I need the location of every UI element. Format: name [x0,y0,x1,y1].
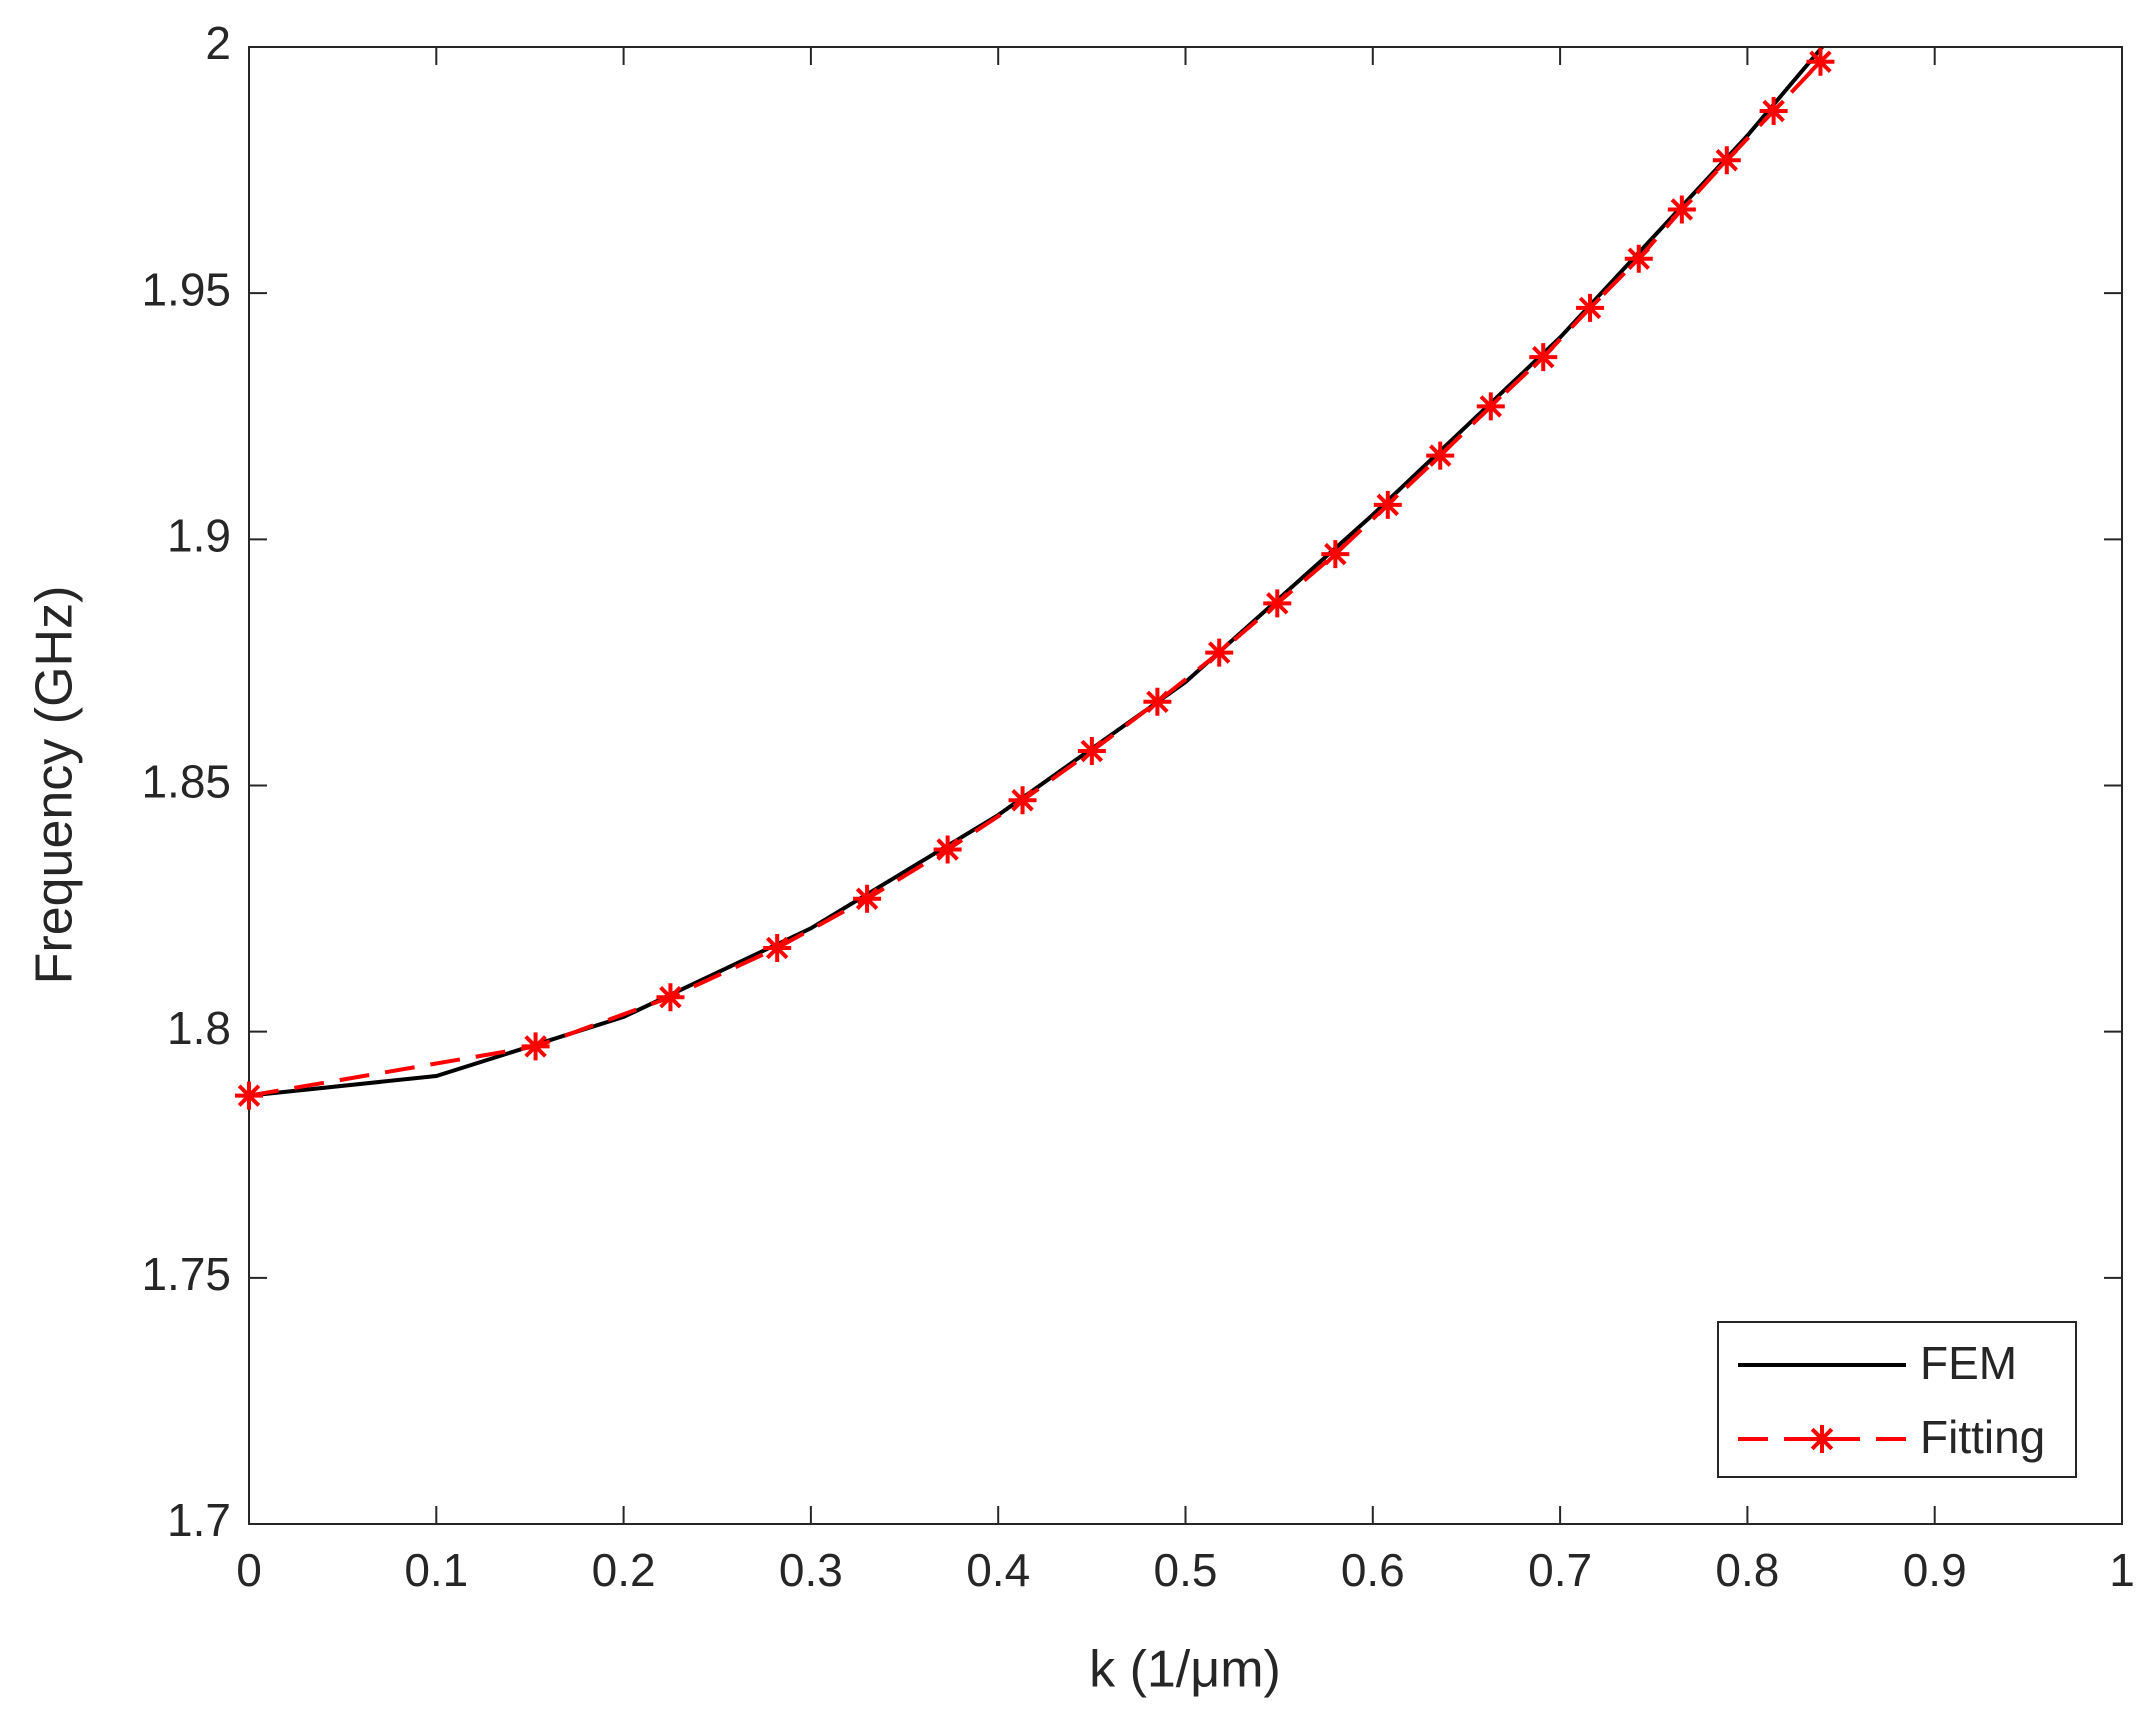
marker [1576,293,1605,322]
x-tick-label: 1 [2109,1544,2135,1596]
x-tick-label: 0.4 [966,1544,1030,1596]
x-tick-label: 0.5 [1154,1544,1218,1596]
legend-marker [1808,1425,1836,1453]
marker [1263,589,1292,618]
marker [1008,786,1037,815]
y-tick-label: 1.95 [141,263,231,315]
y-tick-label: 1.8 [167,1002,231,1054]
x-tick-label: 0.9 [1903,1544,1967,1596]
y-tick-label: 1.75 [141,1248,231,1300]
marker [1426,441,1455,470]
x-tick-label: 0.7 [1528,1544,1592,1596]
y-tick-label: 1.85 [141,756,231,808]
legend-label: FEM [1920,1337,2017,1389]
x-tick-label: 0.2 [592,1544,656,1596]
legend-label: Fitting [1920,1411,2045,1463]
marker [521,1032,550,1061]
marker [656,983,685,1012]
marker [933,835,962,864]
marker [1712,146,1741,175]
marker [1806,47,1835,76]
marker [1624,244,1653,273]
legend [1717,1321,2077,1478]
x-tick-label: 0.3 [779,1544,843,1596]
marker [1667,195,1696,224]
marker [1077,737,1106,766]
marker [1476,392,1505,421]
marker [1205,638,1234,667]
marker [763,933,792,962]
y-tick-label: 1.9 [167,509,231,561]
x-tick-label: 0.6 [1341,1544,1405,1596]
marker [853,884,882,913]
marker [1529,343,1558,372]
y-tick-label: 1.7 [167,1494,231,1546]
x-tick-label: 0 [236,1544,262,1596]
marker [1759,97,1788,126]
marker [1143,687,1172,716]
marker [1373,490,1402,519]
x-axis-label: k (1/μm) [1089,1641,1281,1699]
y-tick-label: 2 [205,17,231,69]
series-line [249,60,1822,1098]
marker [1321,540,1350,569]
x-tick-label: 0.8 [1715,1544,1779,1596]
plot-area [248,46,2123,1525]
y-axis-label: Frequency (GHz) [26,586,84,985]
x-tick-label: 0.1 [404,1544,468,1596]
marker [235,1081,263,1110]
